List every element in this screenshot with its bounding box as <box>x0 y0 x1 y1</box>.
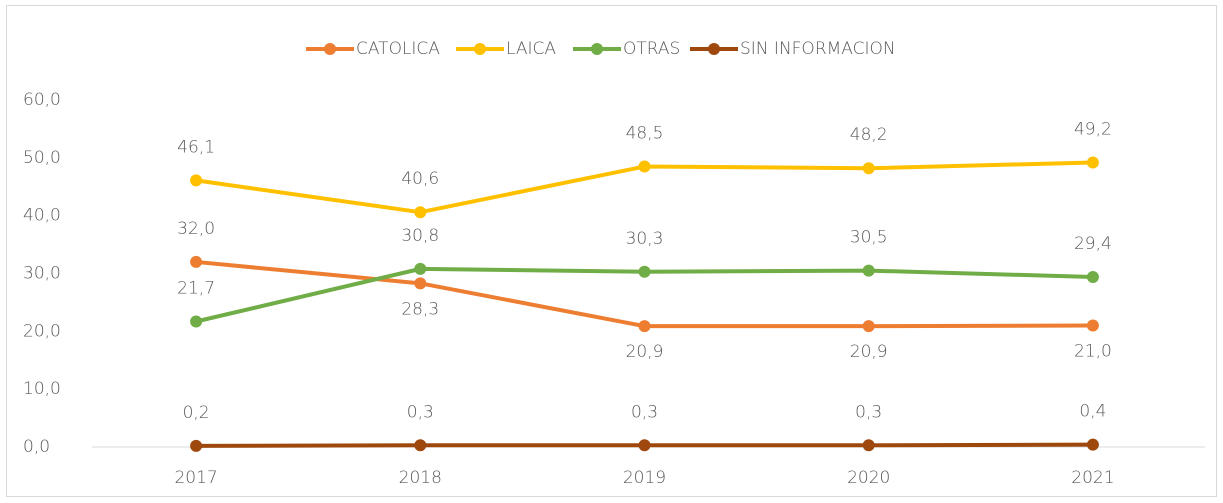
data-label: 20,9 <box>850 342 888 362</box>
legend-marker <box>474 43 486 55</box>
data-label: 28,3 <box>401 299 439 319</box>
data-label: 40,6 <box>401 169 439 189</box>
y-tick-label: 40,0 <box>23 206 61 226</box>
y-tick-label: 30,0 <box>23 264 61 284</box>
x-tick-label: 2020 <box>847 468 890 488</box>
y-tick-label: 60,0 <box>23 90 61 110</box>
data-label: 46,1 <box>177 137 215 157</box>
data-label: 0,4 <box>1079 402 1106 422</box>
legend-marker <box>708 43 720 55</box>
legend-marker <box>591 43 603 55</box>
legend-label: OTRAS <box>623 39 680 59</box>
legend-label: LAICA <box>506 39 556 59</box>
marker <box>1086 319 1099 332</box>
data-label: 32,0 <box>177 219 215 239</box>
data-label: 0,3 <box>855 402 882 422</box>
legend-marker <box>324 43 336 55</box>
marker <box>638 439 651 452</box>
marker <box>414 277 427 290</box>
chart-border <box>6 5 1217 497</box>
marker <box>862 320 875 333</box>
marker <box>1086 438 1099 451</box>
data-label: 0,3 <box>631 402 658 422</box>
data-label: 21,0 <box>1074 342 1112 362</box>
data-label: 48,5 <box>626 124 664 144</box>
marker <box>414 262 427 275</box>
marker <box>190 439 203 452</box>
marker <box>1086 270 1099 283</box>
x-tick-label: 2021 <box>1071 468 1114 488</box>
data-label: 30,3 <box>626 229 664 249</box>
y-tick-label: 0,0 <box>23 437 50 457</box>
marker <box>190 255 203 268</box>
data-label: 20,9 <box>626 342 664 362</box>
y-tick-label: 50,0 <box>23 148 61 168</box>
x-tick-label: 2019 <box>623 468 666 488</box>
y-tick-label: 10,0 <box>23 379 61 399</box>
data-label: 30,8 <box>401 226 439 246</box>
marker <box>862 264 875 277</box>
legend-label: SIN INFORMACION <box>740 39 896 59</box>
marker <box>190 315 203 328</box>
data-label: 48,2 <box>850 125 888 145</box>
marker <box>638 265 651 278</box>
legend-label: CATOLICA <box>356 39 440 59</box>
marker <box>190 174 203 187</box>
data-label: 0,2 <box>183 403 210 423</box>
x-tick-label: 2018 <box>399 468 442 488</box>
marker <box>862 162 875 175</box>
data-label: 30,5 <box>850 228 888 248</box>
data-label: 29,4 <box>1074 234 1112 254</box>
x-tick-label: 2017 <box>174 468 217 488</box>
legend: CATOLICA LAICA OTRAS SIN INFORMACION <box>306 39 896 59</box>
data-label: 49,2 <box>1074 119 1112 139</box>
marker <box>638 320 651 333</box>
data-label: 0,3 <box>407 402 434 422</box>
marker <box>414 439 427 452</box>
marker <box>1086 156 1099 169</box>
data-label: 21,7 <box>177 279 215 299</box>
marker <box>638 160 651 173</box>
marker <box>862 439 875 452</box>
y-tick-label: 20,0 <box>23 321 61 341</box>
marker <box>414 206 427 219</box>
